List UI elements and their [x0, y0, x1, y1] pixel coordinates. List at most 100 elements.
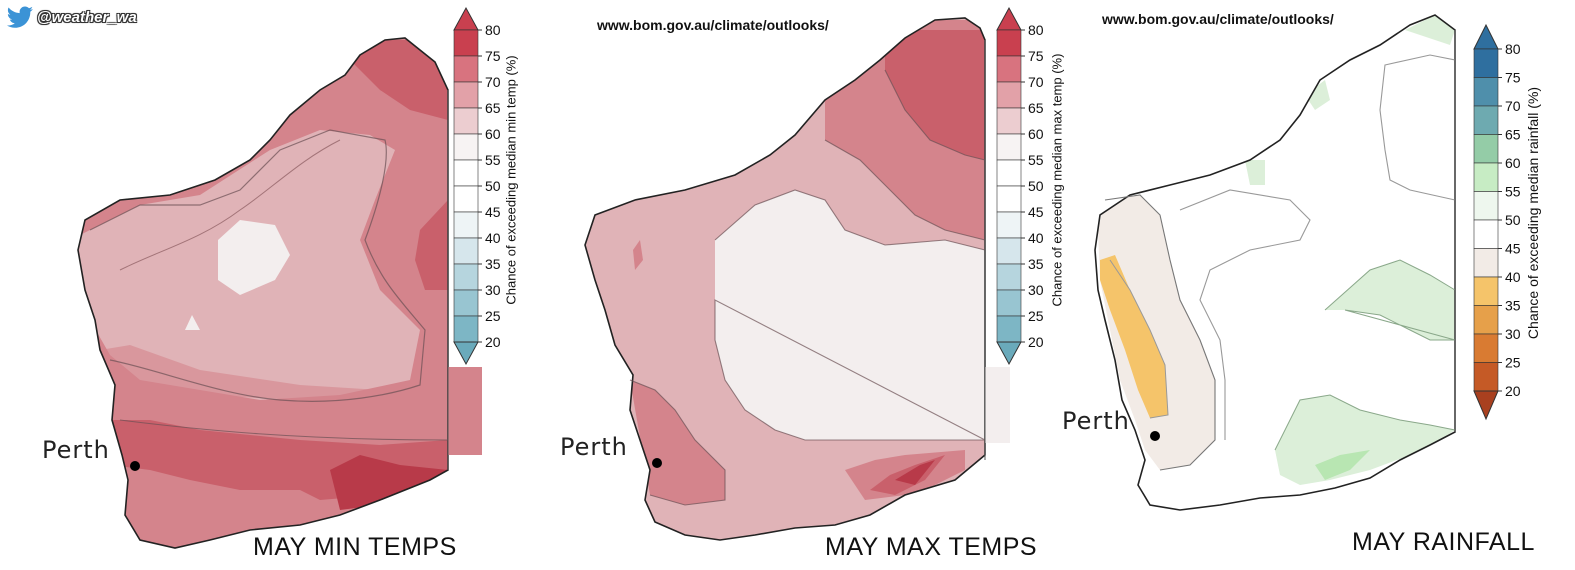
min-legend-label: Chance of exceeding median min temp (%): [503, 55, 519, 305]
legend-tick-label: 20: [1028, 334, 1044, 350]
legend-swatch: [1473, 134, 1499, 164]
bom-url-rain: www.bom.gov.au/climate/outlooks/: [1102, 11, 1334, 27]
perth-label-max: Perth: [560, 433, 628, 461]
legend-swatch: [996, 315, 1022, 343]
legend-tick-label: 75: [1505, 70, 1521, 86]
legend-swatch: [1473, 105, 1499, 135]
legend-tick-label: 25: [485, 308, 501, 324]
legend-swatch: [996, 133, 1022, 161]
legend-tick-label: 20: [1505, 383, 1521, 399]
legend-swatch: [453, 159, 479, 187]
legend-tick-label: 30: [1505, 326, 1521, 342]
legend-swatch: [996, 159, 1022, 187]
legend-swatch: [1473, 48, 1499, 78]
legend-swatch: [453, 55, 479, 83]
legend-tick-label: 70: [1028, 74, 1044, 90]
twitter-handle-text: @weather_wa: [37, 8, 137, 26]
legend-swatch: [453, 237, 479, 265]
legend-tick-label: 35: [1028, 256, 1044, 272]
legend-tick-label: 75: [1028, 48, 1044, 64]
legend-tick-label: 25: [1028, 308, 1044, 324]
bird-icon: [6, 6, 34, 28]
legend-swatch: [1473, 333, 1499, 363]
legend-tick-label: 50: [1505, 212, 1521, 228]
legend-swatch: [996, 81, 1022, 109]
legend-tick-label: 60: [485, 126, 501, 142]
legend-swatch: [453, 315, 479, 343]
min-temps-title: MAY MIN TEMPS: [253, 533, 457, 561]
legend-tick-label: 25: [1505, 355, 1521, 371]
legend-tick-label: 60: [1028, 126, 1044, 142]
legend-tick-label: 40: [485, 230, 501, 246]
twitter-handle: @weather_wa: [6, 6, 137, 28]
legend-tick-label: 60: [1505, 155, 1521, 171]
legend-swatch: [453, 185, 479, 213]
legend-swatch: [453, 289, 479, 317]
min-temps-map: [77, 37, 482, 549]
legend-swatch: [996, 211, 1022, 239]
legend-tick-label: 35: [1505, 298, 1521, 314]
legend-tick-label: 50: [485, 178, 501, 194]
perth-label-rain: Perth: [1062, 407, 1130, 435]
legend-tick-label: 70: [1505, 98, 1521, 114]
rainfall-panel: www.bom.gov.au/climate/outlooks/ 80 75 70 6…: [1050, 0, 1575, 570]
legend-tick-label: 65: [1505, 127, 1521, 143]
min-legend: 80 75 70 65 60 55 50 45 40 35 30 25 20: [453, 6, 501, 366]
legend-swatch: [996, 55, 1022, 83]
legend-tick-label: 70: [485, 74, 501, 90]
legend-swatch: [996, 237, 1022, 265]
legend-tick-label: 55: [1505, 184, 1521, 200]
legend-swatch: [453, 107, 479, 135]
legend-tick-label: 80: [485, 22, 501, 38]
perth-marker: [652, 458, 662, 468]
legend-tick-label: 45: [1028, 204, 1044, 220]
legend-tick-label: 65: [485, 100, 501, 116]
rain-legend: 80 75 70 65 60 55 50 45 40 35 30 25 20: [1473, 23, 1521, 421]
perth-label-min: Perth: [42, 436, 110, 464]
perth-marker: [130, 461, 140, 471]
legend-swatch: [453, 211, 479, 239]
legend-tick-label: 55: [485, 152, 501, 168]
legend-tick-label: 40: [1028, 230, 1044, 246]
legend-tick-label: 40: [1505, 269, 1521, 285]
legend-tick-label: 35: [485, 256, 501, 272]
legend-swatch: [453, 81, 479, 109]
legend-tick-label: 80: [1028, 22, 1044, 38]
legend-tick-label: 75: [485, 48, 501, 64]
legend-swatch: [1473, 77, 1499, 107]
legend-swatch: [1473, 219, 1499, 249]
legend-swatch: [996, 185, 1022, 213]
rain-legend-label: Chance of exceeding median rainfall (%): [1525, 86, 1541, 340]
rainfall-map: [1094, 14, 1456, 511]
legend-tick-label: 65: [1028, 100, 1044, 116]
legend-tick-label: 80: [1505, 41, 1521, 57]
legend-swatch: [996, 107, 1022, 135]
legend-tick-label: 30: [485, 282, 501, 298]
max-temps-title: MAY MAX TEMPS: [825, 533, 1038, 561]
legend-swatch: [1473, 362, 1499, 392]
legend-tick-label: 20: [485, 334, 501, 350]
max-legend: 80 75 70 65 60 55 50 45 40 35 30 25 20: [996, 6, 1044, 366]
legend-tick-label: 45: [1505, 241, 1521, 257]
legend-swatch: [1473, 191, 1499, 221]
legend-swatch: [453, 133, 479, 161]
legend-swatch: [996, 29, 1022, 57]
legend-swatch: [453, 263, 479, 291]
rainfall-title: MAY RAINFALL: [1352, 528, 1535, 556]
legend-tick-label: 45: [485, 204, 501, 220]
legend-swatch: [1473, 305, 1499, 335]
max-temps-map: [584, 17, 1010, 541]
min-temps-panel: 80 75 70 65 60 55 50 45 40 35 30 25 20 Chance of exc…: [0, 0, 525, 570]
legend-swatch: [1473, 162, 1499, 192]
perth-marker: [1150, 431, 1160, 441]
legend-swatch: [1473, 276, 1499, 306]
bom-url-max: www.bom.gov.au/climate/outlooks/: [597, 17, 829, 33]
legend-swatch: [996, 263, 1022, 291]
legend-tick-label: 30: [1028, 282, 1044, 298]
legend-swatch: [453, 29, 479, 57]
legend-swatch: [996, 289, 1022, 317]
legend-tick-label: 55: [1028, 152, 1044, 168]
legend-swatch: [1473, 248, 1499, 278]
max-temps-panel: www.bom.gov.au/climate/outlooks/ 80 75 70 6…: [525, 0, 1065, 570]
legend-tick-label: 50: [1028, 178, 1044, 194]
